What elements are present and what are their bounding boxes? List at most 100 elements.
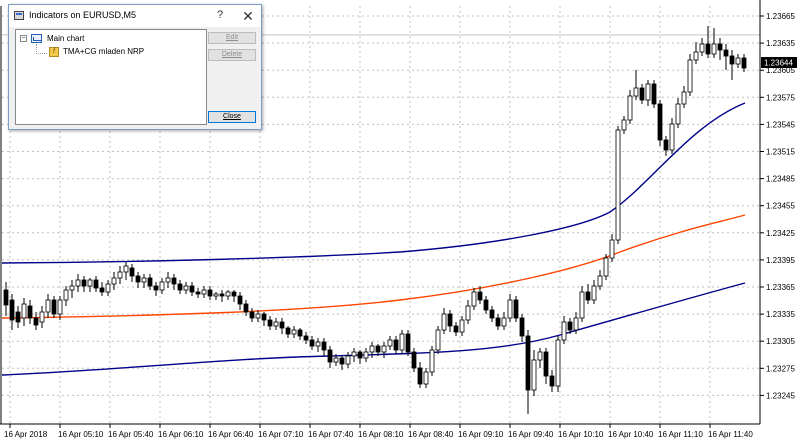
candle-bull bbox=[693, 51, 699, 61]
candle-bear bbox=[219, 293, 225, 297]
lower-band bbox=[1, 282, 746, 376]
candle-bull bbox=[45, 299, 51, 313]
candle-bear bbox=[261, 313, 267, 321]
candle-bear bbox=[411, 351, 417, 369]
candle-bull bbox=[159, 281, 165, 291]
candle-bear bbox=[303, 335, 309, 341]
time-tick-label: 16 Apr 09:40 bbox=[508, 430, 554, 439]
current-price-marker: 1.23644 bbox=[761, 57, 797, 68]
candle-bull bbox=[63, 289, 69, 301]
dialog-titlebar[interactable]: Indicators on EURUSD,M5 ? ✕ bbox=[9, 5, 261, 27]
candle-bull bbox=[183, 285, 189, 291]
candle-bear bbox=[489, 309, 495, 319]
candle-bear bbox=[147, 277, 153, 287]
candle-bear bbox=[99, 287, 105, 293]
candle-bull bbox=[201, 289, 207, 295]
candle-bull bbox=[117, 271, 123, 279]
candle-bull bbox=[213, 293, 219, 297]
candle-bear bbox=[135, 275, 141, 283]
candle-bear bbox=[339, 357, 345, 365]
candle-bull bbox=[573, 317, 579, 331]
candle-bull bbox=[429, 349, 435, 373]
candle-bull bbox=[711, 43, 717, 55]
candle-bear bbox=[243, 303, 249, 313]
candle-bear bbox=[3, 289, 9, 306]
time-tick-label: 16 Apr 05:40 bbox=[108, 430, 154, 439]
candle-bear bbox=[357, 351, 363, 359]
candle-bull bbox=[609, 239, 615, 259]
indicators-dialog: Indicators on EURUSD,M5 ? ✕ − Main chart… bbox=[8, 4, 262, 130]
candle-bear bbox=[405, 333, 411, 353]
candle-bull bbox=[399, 333, 405, 351]
candle-bear bbox=[93, 279, 99, 289]
time-tick-label: 16 Apr 05:10 bbox=[58, 430, 104, 439]
time-tick-label: 16 Apr 06:40 bbox=[208, 430, 254, 439]
candle-bear bbox=[723, 49, 729, 57]
candle-bull bbox=[501, 317, 507, 327]
candle-bull bbox=[459, 319, 465, 333]
price-tick-label: 1.23455 bbox=[766, 202, 795, 211]
candle-bear bbox=[717, 43, 723, 51]
candle-bear bbox=[27, 305, 33, 319]
candle-bull bbox=[123, 265, 129, 273]
candle-bull bbox=[465, 305, 471, 321]
candle-bull bbox=[87, 279, 93, 287]
candle-bear bbox=[585, 291, 591, 301]
candle-bull bbox=[669, 123, 675, 151]
current-price-label: 1.23644 bbox=[764, 59, 793, 68]
price-tick-label: 1.23665 bbox=[766, 12, 795, 21]
candle-bull bbox=[579, 291, 585, 319]
candle-bear bbox=[447, 313, 453, 327]
tree-connector bbox=[36, 44, 47, 54]
time-tick-label: 16 Apr 07:40 bbox=[308, 430, 354, 439]
candle-bear bbox=[393, 339, 399, 351]
time-tick-label: 16 Apr 10:40 bbox=[608, 430, 654, 439]
candle-bull bbox=[735, 57, 741, 65]
price-tick-label: 1.23335 bbox=[766, 310, 795, 319]
candle-bull bbox=[441, 313, 447, 331]
window-icon bbox=[14, 11, 24, 20]
time-axis: 16 Apr 2018 16 Apr 05:10 16 Apr 05:40 16 Ap… bbox=[4, 424, 753, 439]
price-tick-label: 1.23305 bbox=[766, 337, 795, 346]
candle-bull bbox=[387, 339, 393, 347]
center-line bbox=[1, 214, 746, 319]
tree-item-main-chart[interactable]: Main chart bbox=[47, 34, 85, 43]
candle-bull bbox=[21, 303, 27, 319]
candle-bear bbox=[567, 321, 573, 331]
price-tick-label: 1.23245 bbox=[766, 391, 795, 400]
candle-bear bbox=[285, 327, 291, 335]
tree-item-indicator[interactable]: TMA+CG mladen NRP bbox=[63, 47, 145, 56]
time-tick-label: 16 Apr 06:10 bbox=[158, 430, 204, 439]
indicator-tree[interactable]: − Main chart f TMA+CG mladen NRP bbox=[15, 29, 207, 125]
candle-bull bbox=[57, 299, 63, 315]
collapse-icon[interactable]: − bbox=[20, 35, 27, 42]
candle-bear bbox=[375, 345, 381, 353]
candle-bull bbox=[381, 345, 387, 353]
close-button[interactable]: Close bbox=[208, 111, 256, 123]
candle-bull bbox=[273, 321, 279, 327]
delete-button[interactable]: Delete bbox=[208, 49, 256, 61]
help-icon[interactable]: ? bbox=[217, 9, 224, 21]
time-tick-label: 16 Apr 08:40 bbox=[408, 430, 454, 439]
candle-bull bbox=[39, 311, 45, 323]
candle-bear bbox=[267, 319, 273, 327]
price-tick-label: 1.23365 bbox=[766, 283, 795, 292]
candle-bear bbox=[309, 339, 315, 347]
edit-button[interactable]: Edit bbox=[208, 32, 256, 44]
price-axis: 1.23665 1.23635 1.23605 1.23575 1.23545 1.235… bbox=[760, 12, 795, 400]
price-tick-label: 1.23635 bbox=[766, 39, 795, 48]
close-icon[interactable]: ✕ bbox=[242, 8, 254, 24]
candle-bull bbox=[369, 345, 375, 353]
candle-bull bbox=[597, 275, 603, 287]
upper-band bbox=[1, 102, 746, 264]
candle-bear bbox=[171, 277, 177, 285]
candlesticks bbox=[3, 26, 747, 414]
candle-bear bbox=[657, 103, 663, 141]
candle-bull bbox=[315, 341, 321, 347]
tma-bands bbox=[1, 102, 746, 376]
candle-bull bbox=[363, 351, 369, 359]
candle-bull bbox=[681, 91, 687, 105]
price-tick-label: 1.23425 bbox=[766, 229, 795, 238]
candle-bull bbox=[75, 279, 81, 287]
